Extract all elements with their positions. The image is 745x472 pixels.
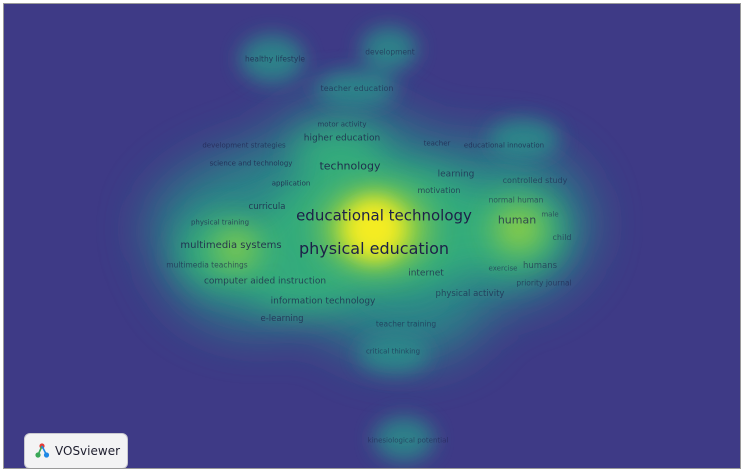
term-label[interactable]: male [541,210,559,219]
term-label[interactable]: teacher [423,139,451,148]
term-label[interactable]: motor activity [317,120,367,129]
term-label[interactable]: multimedia systems [180,240,282,251]
term-label[interactable]: development strategies [202,141,286,150]
term-label[interactable]: educational innovation [463,141,545,150]
term-label[interactable]: computer aided instruction [203,276,327,287]
term-label[interactable]: science and technology [209,159,293,168]
density-map-frame: healthy lifestyle development teacher educ… [3,3,741,469]
density-core [344,199,404,259]
term-label[interactable]: human [497,213,537,227]
term-labels: healthy lifestyle development teacher educ… [4,4,740,468]
term-label[interactable]: internet [408,268,444,279]
term-label[interactable]: exercise [488,264,518,273]
term-label[interactable]: healthy lifestyle [245,54,305,64]
term-label[interactable]: controlled study [502,176,568,185]
term-label[interactable]: child [552,233,572,242]
term-label[interactable]: e-learning [260,313,304,324]
term-label[interactable]: application [271,179,311,188]
term-label[interactable]: teacher education [320,84,394,93]
term-label[interactable]: physical activity [435,288,505,299]
term-label[interactable]: kinesiological potential [367,436,449,445]
term-label[interactable]: information technology [270,296,376,307]
term-label[interactable]: physical training [190,218,250,227]
term-label[interactable]: motivation [417,186,461,195]
density-map[interactable]: healthy lifestyle development teacher educ… [4,4,740,468]
density-satellites [240,27,559,461]
term-label[interactable]: humans [522,260,558,271]
term-label[interactable]: higher education [303,133,381,144]
term-label[interactable]: normal human [488,195,544,205]
term-label[interactable]: critical thinking [365,347,421,356]
term-label[interactable]: priority journal [516,278,572,288]
term-label[interactable]: technology [319,159,381,173]
term-label[interactable]: multimedia teachings [166,260,248,270]
vosviewer-logo-icon [35,443,50,458]
term-label[interactable]: development [365,47,415,57]
vosviewer-badge-label: VOSviewer [55,444,121,458]
term-label[interactable]: physical education [298,239,450,258]
term-label[interactable]: learning [437,169,475,180]
term-label[interactable]: teacher training [375,319,437,329]
term-label[interactable]: educational technology [296,206,472,225]
vosviewer-badge[interactable]: VOSviewer [24,433,128,468]
term-label[interactable]: curricula [248,201,286,212]
